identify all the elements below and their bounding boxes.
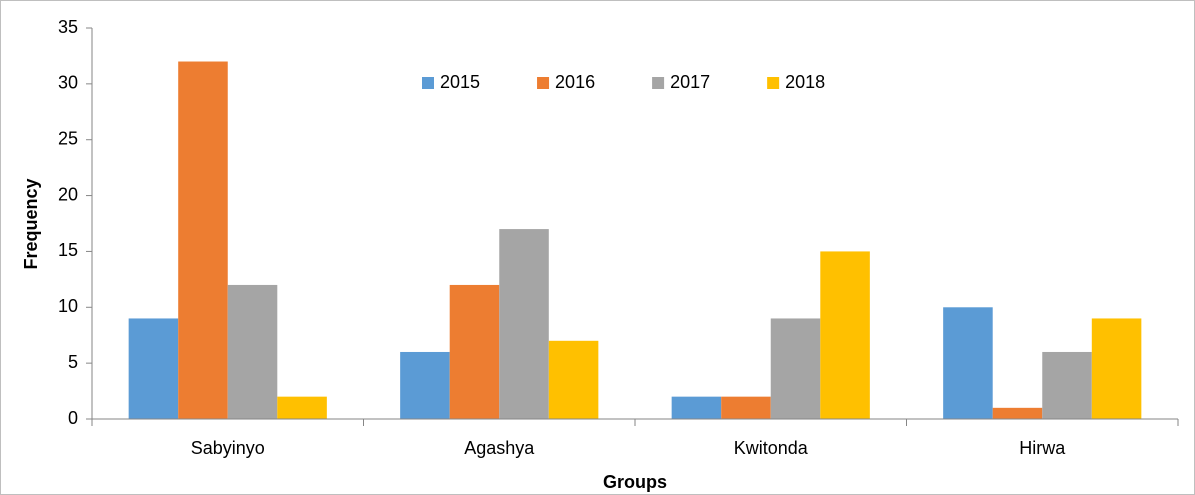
bar (1042, 351, 1092, 419)
y-tick-label: 15 (58, 240, 78, 260)
bar (128, 318, 179, 419)
y-tick-label: 0 (68, 408, 78, 428)
legend-swatch (767, 77, 780, 89)
bar (499, 229, 549, 419)
bar (227, 284, 278, 419)
legend-swatch (422, 77, 434, 89)
legend-label: 2015 (440, 72, 480, 92)
x-tick-label: Agashya (464, 438, 535, 458)
y-tick-label: 25 (58, 128, 78, 148)
y-tick-label: 30 (58, 73, 78, 93)
legend-label: 2018 (785, 72, 825, 92)
y-axis-title: Frequency (21, 178, 41, 269)
bar (671, 396, 722, 419)
legend-label: 2017 (670, 72, 710, 92)
bar (1091, 318, 1142, 419)
x-tick-label: Kwitonda (734, 438, 809, 458)
bar (721, 396, 771, 419)
bar (820, 251, 870, 419)
y-tick-label: 35 (58, 17, 78, 37)
x-tick-label: Hirwa (1019, 438, 1066, 458)
bar (992, 407, 1043, 419)
bar (400, 351, 450, 419)
legend-swatch (537, 77, 550, 89)
bar (770, 318, 821, 419)
x-tick-label: Sabyinyo (191, 438, 265, 458)
bar (943, 307, 993, 419)
x-axis-title: Groups (603, 472, 667, 492)
legend-label: 2016 (555, 72, 595, 92)
bar (277, 396, 327, 419)
bar (548, 340, 599, 419)
bar (178, 61, 228, 420)
y-tick-label: 20 (58, 184, 78, 204)
legend-swatch (652, 77, 665, 89)
y-tick-label: 10 (58, 296, 78, 316)
bar (449, 284, 500, 419)
y-tick-label: 5 (68, 352, 78, 372)
